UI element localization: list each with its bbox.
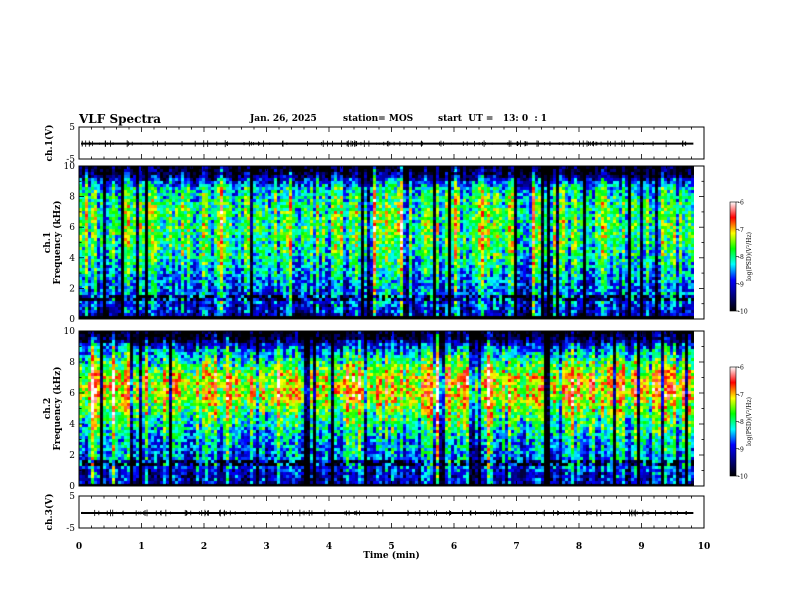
spectrogram-ch2 (79, 331, 694, 486)
spectrogram-image-ch1 (79, 166, 694, 319)
colorbar-tick-label: -8 (738, 419, 744, 426)
station-label: station= MOS (343, 114, 414, 124)
colorbar-ch2 (729, 366, 737, 477)
y-tick-label: 10 (64, 162, 76, 172)
x-tick-label: 9 (638, 542, 644, 552)
y-axis-label: ch.1(V) (44, 125, 55, 162)
y-axis-label: Frequency (kHz) (52, 200, 63, 284)
y-tick-label: 8 (69, 358, 75, 368)
colorbar-tick-label: -10 (738, 309, 748, 316)
x-tick-label: 0 (76, 542, 82, 552)
colorbar-tick-label: -9 (738, 446, 744, 453)
x-tick-label: 5 (388, 542, 394, 552)
x-axis-label: Time (min) (363, 550, 420, 561)
spectrogram-image-ch2 (79, 331, 694, 486)
y-tick-label: 0 (69, 482, 75, 492)
y-tick-label: 8 (69, 193, 75, 203)
x-tick-label: 3 (263, 542, 269, 552)
x-tick-label: 8 (576, 542, 582, 552)
y-tick-label: 6 (69, 223, 75, 233)
y-tick-label: 4 (69, 254, 75, 264)
y-tick-label: 5 (69, 123, 75, 133)
y-tick-label: 2 (69, 451, 75, 461)
y-tick-label: 6 (69, 389, 75, 399)
colorbar-tick-label: -6 (738, 365, 744, 372)
x-tick-label: 1 (138, 542, 144, 552)
y-tick-label: 5 (69, 492, 75, 502)
x-tick-label: 2 (201, 542, 207, 552)
y-tick-label: 2 (69, 284, 75, 294)
colorbar-label: log(PSD)(V²/Hz) (746, 232, 753, 281)
y-axis-label: ch.3(V) (44, 494, 55, 531)
spectrogram-ch1 (79, 166, 694, 319)
colorbar-ch1 (729, 201, 737, 312)
x-tick-label: 4 (326, 542, 332, 552)
y-tick-label: 4 (69, 420, 75, 430)
plot-date: Jan. 26, 2025 (250, 114, 317, 124)
colorbar-tick-label: -9 (738, 281, 744, 288)
y-tick-label: -5 (66, 155, 75, 165)
colorbar-tick-label: -7 (738, 227, 744, 234)
colorbar-tick-label: -7 (738, 392, 744, 399)
y-axis-label: ch.1 (43, 232, 53, 253)
colorbar-label: log(PSD)(V²/Hz) (746, 397, 753, 446)
y-tick-label: 10 (64, 327, 76, 337)
colorbar-tick-label: -6 (738, 200, 744, 207)
start-time-label: start UT = 13: 0 : 1 (438, 114, 548, 124)
y-tick-label: -5 (66, 524, 75, 534)
colorbar-tick-label: -10 (738, 474, 748, 481)
colorbar-tick-label: -8 (738, 254, 744, 261)
y-axis-label: ch.2 (43, 398, 53, 419)
x-tick-label: 6 (451, 542, 457, 552)
x-tick-label: 7 (513, 542, 519, 552)
x-tick-label: 10 (698, 542, 711, 552)
y-tick-label: 0 (69, 315, 75, 325)
y-axis-label: Frequency (kHz) (52, 366, 63, 450)
plot-title: VLF Spectra (79, 112, 162, 126)
